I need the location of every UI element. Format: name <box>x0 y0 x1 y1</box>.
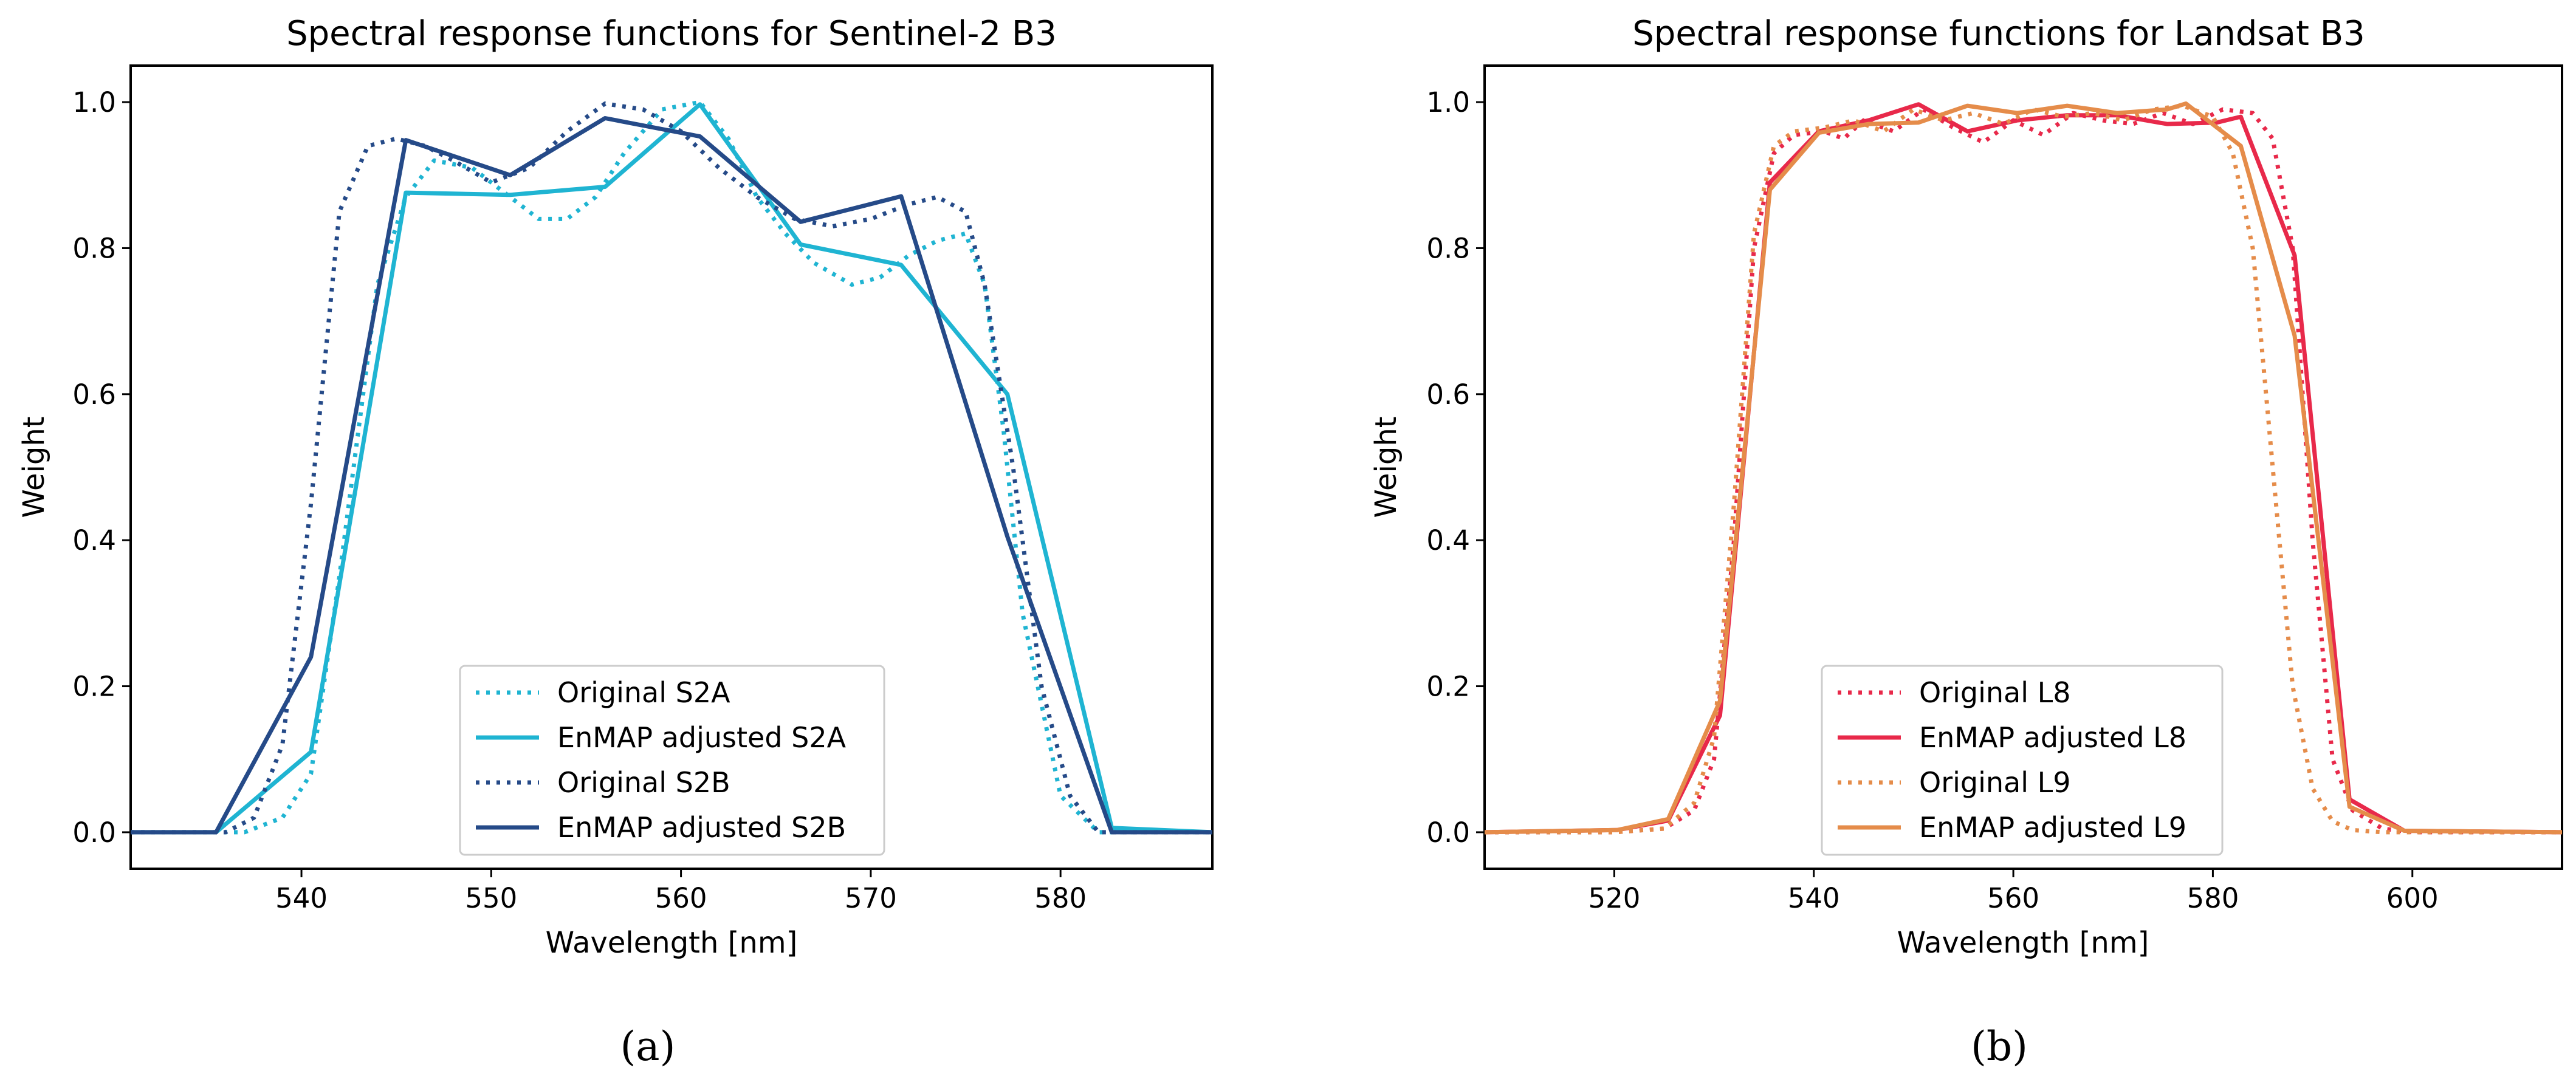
y-tick-label: 1.0 <box>1426 86 1470 118</box>
series-line-enmap-adjusted-l8 <box>1485 102 2562 835</box>
series-line-enmap-adjusted-s2b <box>131 116 1212 835</box>
y-tick-label: 0.2 <box>72 671 116 703</box>
series-line-enmap-adjusted-l9 <box>1485 101 2562 835</box>
chart-title-b: Spectral response functions for Landsat … <box>1632 14 2365 53</box>
y-tick-label: 0.6 <box>1426 378 1470 411</box>
y-axis-label-a: Weight <box>17 416 51 518</box>
chart-panel-b: Spectral response functions for Landsat … <box>1369 14 2563 1070</box>
chart-title-a: Spectral response functions for Sentinel… <box>286 14 1057 53</box>
x-tick-label: 560 <box>1987 882 2039 914</box>
x-tick-label: 550 <box>465 882 517 914</box>
caption-b: (b) <box>1971 1023 2028 1070</box>
legend-entry: Original L8 <box>1919 676 2071 709</box>
caption-a: (a) <box>620 1023 676 1070</box>
x-tick-label: 580 <box>1034 882 1087 914</box>
legend-entry: Original S2B <box>557 766 730 799</box>
legend-entry: EnMAP adjusted S2A <box>557 721 847 754</box>
y-tick-label: 0.0 <box>1426 817 1470 849</box>
y-tick-label: 0.2 <box>1426 671 1470 703</box>
axes-frame-b <box>1483 64 2563 870</box>
y-tick-label: 0.8 <box>1426 232 1470 264</box>
x-tick-label: 580 <box>2186 882 2239 914</box>
legend-entry: EnMAP adjusted L9 <box>1919 811 2186 844</box>
legend-box <box>1821 665 2224 856</box>
series-line-original-s2b <box>131 101 1212 835</box>
y-tick-label: 0.4 <box>72 524 116 556</box>
x-axis-label-a: Wavelength [nm] <box>546 926 798 960</box>
legend-entry: EnMAP adjusted S2B <box>557 811 846 844</box>
x-tick-label: 600 <box>2386 882 2439 914</box>
series-line-original-l9 <box>1485 103 2562 835</box>
y-tick-label: 0.4 <box>1426 524 1470 556</box>
legend-entry: EnMAP adjusted L8 <box>1919 721 2186 754</box>
x-tick-label: 570 <box>845 882 897 914</box>
legend-a: Original S2A EnMAP adjusted S2A Original S… <box>459 665 885 856</box>
x-axis-label-b: Wavelength [nm] <box>1897 926 2149 960</box>
legend-b: Original L8 EnMAP adjusted L8 Original L9 E… <box>1821 665 2224 856</box>
axes-frame-a <box>129 64 1214 870</box>
legend-box <box>459 665 885 856</box>
y-tick-label: 0.0 <box>72 817 116 849</box>
y-axis-label-b: Weight <box>1369 416 1403 518</box>
x-tick-label: 540 <box>275 882 328 914</box>
legend-entry: Original L9 <box>1919 766 2071 799</box>
x-tick-label: 540 <box>1788 882 1840 914</box>
series-line-enmap-adjusted-s2a <box>131 102 1212 835</box>
chart-panel-a: Spectral response functions for Sentinel… <box>17 14 1214 1070</box>
y-tick-label: 1.0 <box>72 86 116 118</box>
y-tick-label: 0.6 <box>72 378 116 411</box>
legend-entry: Original S2A <box>557 676 730 709</box>
y-tick-label: 0.8 <box>72 232 116 264</box>
x-tick-label: 520 <box>1588 882 1640 914</box>
x-tick-label: 560 <box>655 882 707 914</box>
